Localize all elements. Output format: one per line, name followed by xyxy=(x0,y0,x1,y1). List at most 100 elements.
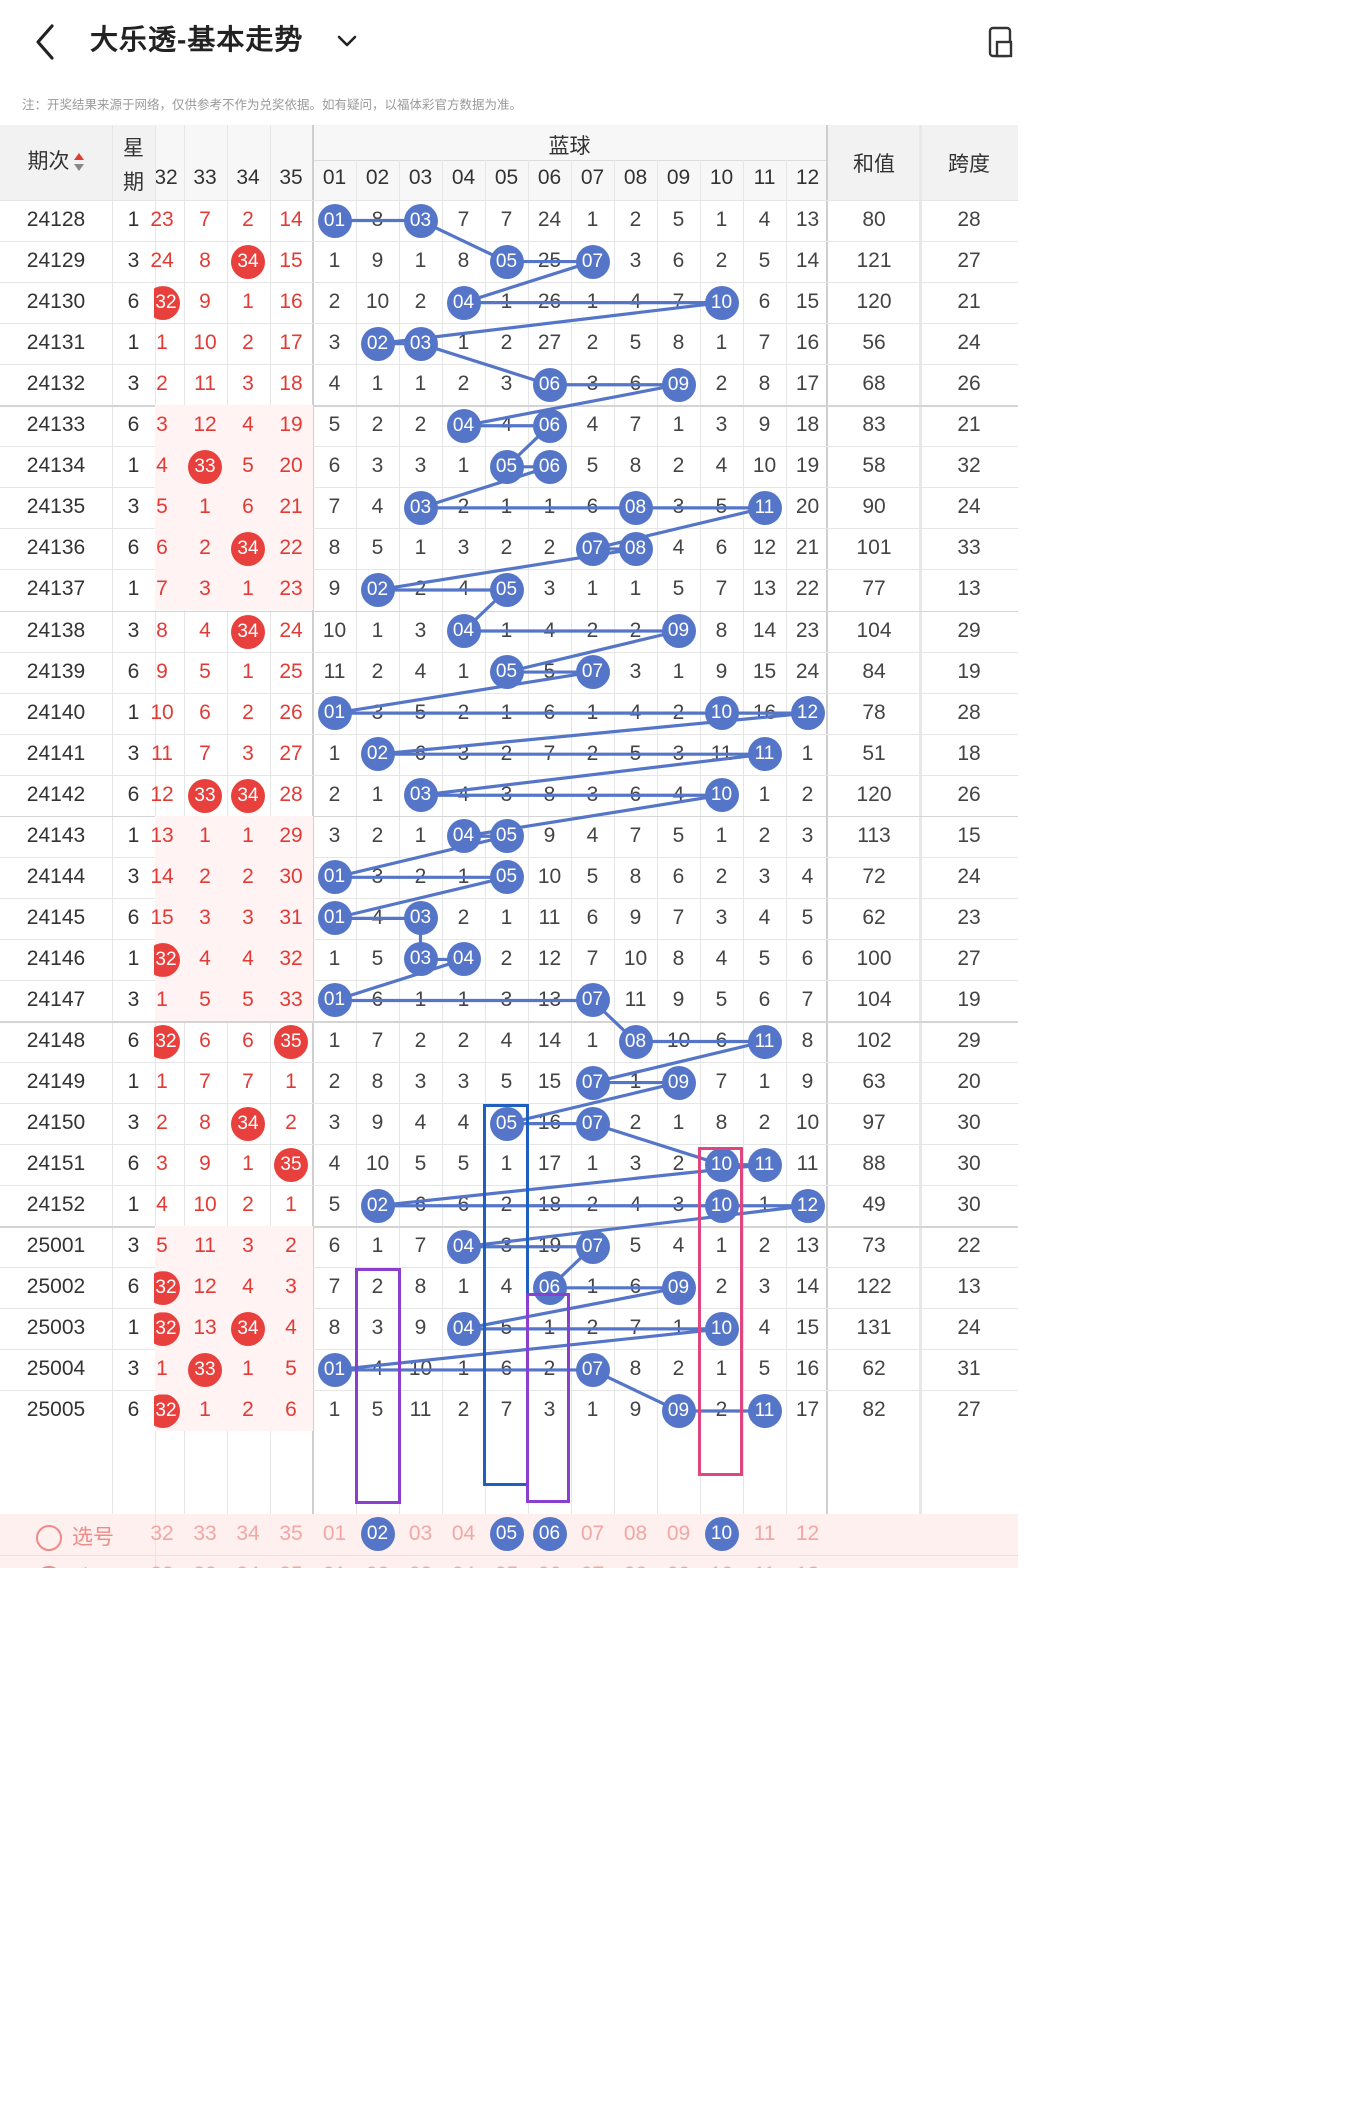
blue-pick-number[interactable]: 12 xyxy=(786,1563,829,1568)
blue-miss-count: 4 xyxy=(328,1152,341,1176)
blue-miss-count: 3 xyxy=(328,331,341,355)
row-divider xyxy=(0,1062,1018,1064)
blue-pick-number[interactable]: 11 xyxy=(753,1521,776,1545)
blue-miss-count: 8 xyxy=(457,249,470,273)
blue-pick-number[interactable]: 09 xyxy=(657,1563,700,1568)
blue-miss-count: 20 xyxy=(795,495,820,519)
blue-hit-ball: 10 xyxy=(704,1147,739,1182)
blue-pick-number[interactable]: 04 xyxy=(442,1563,485,1568)
blue-pick-number[interactable]: 05 xyxy=(485,1563,528,1568)
sum-cell: 84 xyxy=(862,659,886,683)
grid-vline-thick xyxy=(919,125,922,1514)
period-column-header[interactable]: 期次 xyxy=(0,145,112,175)
red-miss-count: 30 xyxy=(279,864,303,888)
row-divider xyxy=(0,1554,1018,1556)
red-pick-number[interactable]: 34 xyxy=(236,1521,260,1545)
blue-miss-count: 8 xyxy=(715,618,728,642)
red-pick-number[interactable]: 32 xyxy=(141,1563,183,1568)
red-miss-count: 11 xyxy=(194,1234,216,1258)
blue-col-header: 11 xyxy=(753,166,776,189)
blue-pick-number[interactable]: 06 xyxy=(528,1563,571,1568)
red-pick-number[interactable]: 33 xyxy=(184,1563,226,1568)
blue-hit-ball: 03 xyxy=(403,490,438,525)
blue-pick-selected[interactable]: 05 xyxy=(489,1517,524,1552)
highlight-box-col02 xyxy=(355,1268,401,1505)
row-divider xyxy=(0,241,1018,243)
sum-cell: 90 xyxy=(862,495,886,519)
blue-pick-number[interactable]: 07 xyxy=(571,1563,614,1568)
blue-pick-number[interactable]: 07 xyxy=(580,1521,605,1545)
blue-pick-selected[interactable]: 10 xyxy=(704,1517,739,1552)
blue-miss-count: 6 xyxy=(586,905,599,929)
blue-miss-count: 1 xyxy=(586,208,599,231)
red-miss-count: 3 xyxy=(285,1275,297,1299)
blue-pick-number[interactable]: 02 xyxy=(356,1563,399,1568)
blue-hit-ball: 05 xyxy=(489,860,524,895)
red-miss-count: 2 xyxy=(199,536,211,560)
blue-miss-count: 3 xyxy=(414,1070,427,1094)
blue-miss-count: 15 xyxy=(795,290,820,314)
blue-hit-ball: 08 xyxy=(618,531,653,566)
blue-pick-number[interactable]: 01 xyxy=(313,1563,356,1568)
blue-pick-number[interactable]: 09 xyxy=(666,1521,691,1545)
select-number-toggle[interactable]: 选号 xyxy=(36,1521,114,1552)
red-miss-count: 9 xyxy=(199,290,211,314)
blue-miss-count: 1 xyxy=(500,618,513,642)
blue-miss-count: 10 xyxy=(408,1357,433,1381)
blue-miss-count: 1 xyxy=(414,987,427,1011)
blue-miss-count: 2 xyxy=(586,741,599,765)
blue-miss-count: 9 xyxy=(715,659,728,683)
grid-vline xyxy=(155,1554,156,1568)
red-band-bg xyxy=(155,1349,313,1391)
blue-pick-selected[interactable]: 06 xyxy=(532,1517,567,1552)
blue-hit-ball: 01 xyxy=(317,860,352,895)
span-cell: 21 xyxy=(957,290,981,314)
header-bg-right xyxy=(826,125,1018,200)
red-miss-count: 11 xyxy=(151,741,173,765)
blue-miss-count: 1 xyxy=(672,1111,685,1135)
back-button[interactable] xyxy=(22,18,70,66)
blue-pick-number[interactable]: 01 xyxy=(322,1521,347,1545)
row-divider xyxy=(0,1144,1018,1146)
blue-miss-count: 6 xyxy=(672,864,685,888)
red-miss-count: 2 xyxy=(156,372,168,396)
blue-pick-selected[interactable]: 02 xyxy=(360,1517,395,1552)
period-cell: 24145 xyxy=(26,905,86,929)
blue-pick-number[interactable]: 12 xyxy=(795,1521,820,1545)
rotate-screen-button[interactable] xyxy=(980,22,1016,62)
red-pick-number[interactable]: 32 xyxy=(150,1521,174,1545)
blue-pick-number[interactable]: 08 xyxy=(623,1521,648,1545)
weekday-cell: 1 xyxy=(127,208,140,231)
blue-pick-number[interactable]: 11 xyxy=(743,1563,786,1568)
blue-hit-ball: 09 xyxy=(661,1270,696,1305)
span-cell: 29 xyxy=(957,1029,981,1052)
blue-hit-ball: 11 xyxy=(747,1024,782,1059)
blue-miss-count: 13 xyxy=(752,577,777,601)
blue-miss-count: 5 xyxy=(586,864,599,888)
blue-miss-count: 10 xyxy=(365,290,390,314)
blue-miss-count: 2 xyxy=(629,1111,642,1135)
red-miss-count: 13 xyxy=(150,823,174,847)
blue-hit-ball: 10 xyxy=(704,778,739,813)
red-pick-number[interactable]: 33 xyxy=(193,1521,217,1545)
highlight-box-col05 xyxy=(483,1104,529,1486)
blue-miss-count: 8 xyxy=(672,331,685,355)
blue-miss-count: 2 xyxy=(457,905,470,929)
blue-pick-number[interactable]: 03 xyxy=(408,1521,433,1545)
red-pick-number[interactable]: 35 xyxy=(279,1521,303,1545)
red-pick-number[interactable]: 35 xyxy=(270,1563,312,1568)
blue-pick-number[interactable]: 10 xyxy=(700,1563,743,1568)
grid-vline-thick xyxy=(312,125,314,1514)
blue-pick-number[interactable]: 03 xyxy=(399,1563,442,1568)
select-number-toggle[interactable]: 选号 xyxy=(36,1562,114,1568)
blue-pick-number[interactable]: 08 xyxy=(614,1563,657,1568)
blue-pick-number[interactable]: 04 xyxy=(451,1521,476,1545)
red-col-header: 35 xyxy=(279,166,303,189)
blue-miss-count: 3 xyxy=(328,1111,341,1135)
blue-miss-count: 3 xyxy=(500,987,513,1011)
red-pick-number[interactable]: 34 xyxy=(227,1563,269,1568)
blue-miss-count: 5 xyxy=(500,1070,513,1094)
blue-miss-count: 10 xyxy=(365,1152,390,1176)
lottery-type-dropdown[interactable] xyxy=(330,26,364,56)
blue-hit-ball: 07 xyxy=(575,244,610,279)
